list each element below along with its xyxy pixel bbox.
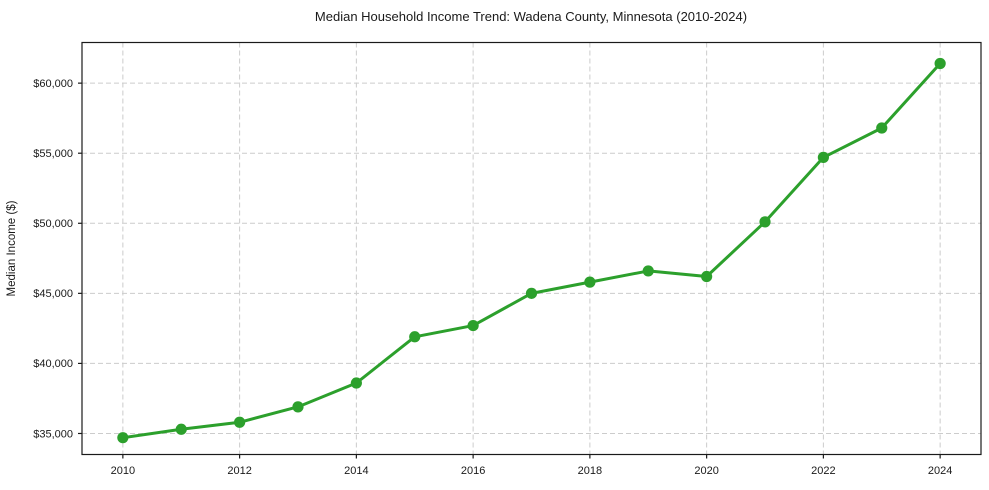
data-point xyxy=(701,270,713,283)
data-point xyxy=(876,122,888,134)
x-tick-label: 2018 xyxy=(578,465,602,477)
x-tick-label: 2014 xyxy=(344,465,368,477)
data-point xyxy=(234,416,246,428)
y-tick-label: $35,000 xyxy=(33,428,73,440)
y-tick-label: $60,000 xyxy=(33,78,73,90)
data-point xyxy=(817,151,829,164)
data-point xyxy=(934,57,946,70)
y-tick-label: $50,000 xyxy=(33,218,73,230)
data-point xyxy=(642,265,654,277)
y-axis-label: Median Income ($) xyxy=(6,200,18,296)
data-point xyxy=(350,377,362,389)
x-tick-label: 2016 xyxy=(461,465,485,477)
y-tick-label: $45,000 xyxy=(33,288,73,300)
y-tick-label: $55,000 xyxy=(33,148,73,160)
data-point xyxy=(175,423,187,435)
x-tick-label: 2010 xyxy=(111,465,135,477)
data-point xyxy=(467,319,479,332)
data-point xyxy=(117,432,129,444)
y-tick-label: $40,000 xyxy=(33,358,73,370)
data-point xyxy=(759,216,771,228)
data-point xyxy=(525,287,538,299)
x-tick-label: 2012 xyxy=(227,465,251,477)
x-tick-label: 2022 xyxy=(811,465,835,477)
data-point xyxy=(409,331,421,343)
plot-content: 2010 2012 2014 2016 2018 2020 2022 2024 $35,000 $… xyxy=(33,41,982,477)
chart-title: Median Household Income Trend: Wadena Co… xyxy=(315,9,747,24)
x-tick-label: 2020 xyxy=(694,465,718,477)
axes-box xyxy=(81,41,982,456)
x-tick-label: 2024 xyxy=(928,465,952,477)
data-point xyxy=(292,401,304,413)
data-point xyxy=(584,276,596,288)
trend-line xyxy=(121,62,942,440)
